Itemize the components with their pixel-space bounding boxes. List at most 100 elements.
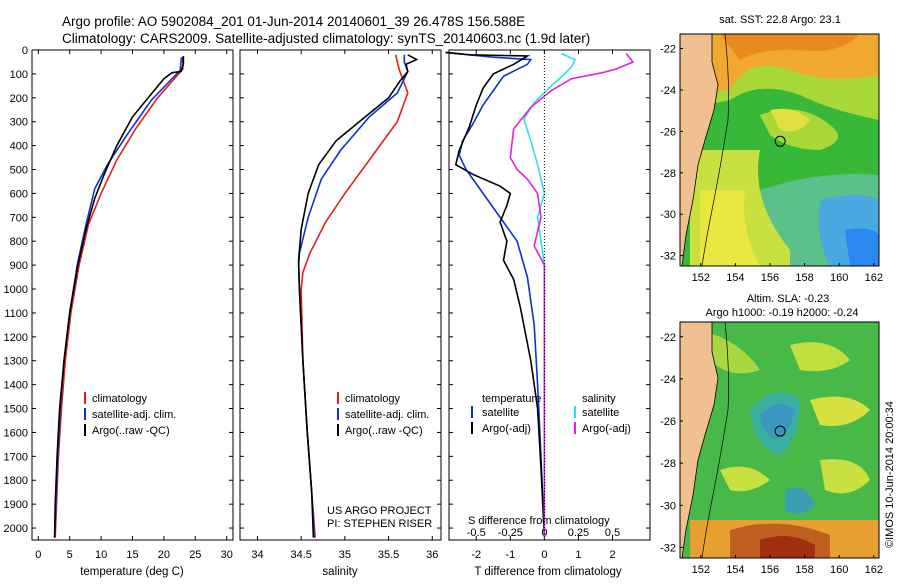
series-line-temperature-satellite: [445, 51, 546, 538]
map-x-tick-label: 154: [726, 564, 744, 576]
x-tick-label: -2: [471, 549, 481, 561]
y-tick-label: 2000: [4, 523, 28, 535]
x-tick-label: 30: [221, 549, 233, 561]
y-tick-label: 1900: [4, 499, 28, 511]
y-tick-label: 400: [10, 141, 28, 153]
y-tick-label: 0: [22, 45, 28, 57]
project-annotation: US ARGO PROJECT: [327, 505, 432, 517]
legend-argo: Argo(..raw -QC): [345, 425, 423, 437]
map-y-tick-label: -22: [660, 44, 676, 56]
map-y-tick-label: -28: [660, 168, 676, 180]
map-x-tick-label: 160: [830, 272, 848, 284]
series-line-salinity-satellite: [523, 52, 577, 538]
map-y-tick-label: -32: [660, 251, 676, 263]
difference-lines: [445, 51, 635, 538]
x-tick-label: 36: [426, 549, 438, 561]
map-x-tick-label: 156: [761, 564, 779, 576]
salinity-axes: 34 34.5 35 35.5 36: [240, 49, 441, 561]
header-line-1: Argo profile: AO 5902084_201 01-Jun-2014…: [62, 14, 525, 29]
y-tick-label: 1000: [4, 284, 28, 296]
pi-annotation: PI: STEPHEN RISER: [327, 518, 432, 530]
legend-climatology: climatology: [345, 393, 401, 405]
s-difference-label: S difference from climatology: [468, 515, 610, 527]
legend-temp-satellite: satellite: [482, 407, 519, 419]
legend-climatology: climatology: [92, 393, 148, 405]
temperature-xlabel: temperature (deg C): [80, 566, 184, 578]
map-x-tick-label: 158: [795, 564, 813, 576]
sla-map: Altim. SLA: -0.23 Argo h1000: -0.19 h200…: [660, 293, 883, 576]
map-y-tick-label: -32: [660, 542, 676, 554]
x-tick-label: 15: [126, 549, 138, 561]
series-line-salinity-argo-adj-: [509, 53, 635, 538]
x-tick-label: 1: [575, 549, 581, 561]
series-line-temperature-argo-adj-: [445, 51, 546, 538]
legend-sal-argo: Argo(-adj): [582, 423, 631, 435]
argo-position-marker: [774, 135, 786, 147]
legend-argo: Argo(..raw -QC): [92, 425, 170, 437]
map-x-tick-label: 152: [692, 272, 710, 284]
header-line-2: Climatology: CARS2009. Satellite-adjuste…: [62, 31, 590, 46]
temperature-lines: [53, 56, 185, 538]
s-tick-label: -0.25: [498, 527, 523, 539]
x-tick-label: 0: [541, 549, 547, 561]
x-tick-label: 34: [251, 549, 263, 561]
x-tick-label: 34.5: [290, 549, 311, 561]
y-tick-label: 1100: [4, 308, 28, 320]
difference-xlabel: T difference from climatology: [474, 566, 621, 578]
map-x-tick-label: 156: [761, 272, 779, 284]
y-tick-label: 600: [10, 188, 28, 200]
sla-map-subtitle: Argo h1000: -0.19 h2000: -0.24: [706, 307, 859, 319]
sst-map-title: sat. SST: 22.8 Argo: 23.1: [719, 14, 841, 26]
y-tick-label: 100: [10, 69, 28, 81]
x-tick-label: 10: [95, 549, 107, 561]
series-line-argo-raw-qc-: [297, 54, 419, 538]
imos-credit: ©IMOS 10-Jun-2014 20:00:34: [884, 401, 896, 548]
map-x-tick-label: 154: [726, 272, 744, 284]
map-y-tick-label: -26: [660, 126, 676, 138]
x-tick-label: 20: [158, 549, 170, 561]
map-y-tick-label: -30: [660, 500, 676, 512]
map-x-tick-label: 162: [865, 564, 883, 576]
legend-satellite: satellite-adj. clim.: [92, 409, 176, 421]
x-tick-label: 0: [35, 549, 41, 561]
y-tick-label: 1200: [4, 332, 28, 344]
difference-legend: temperature salinity satellite Argo(-adj…: [468, 393, 631, 527]
map-y-tick-label: -22: [660, 332, 676, 344]
y-tick-label: 1300: [4, 356, 28, 368]
y-tick-label: 300: [10, 117, 28, 129]
map-y-tick-label: -26: [660, 416, 676, 428]
x-tick-label: 35: [339, 549, 351, 561]
salinity-xlabel: salinity: [322, 566, 357, 578]
y-tick-label: 500: [10, 165, 28, 177]
map-x-tick-label: 152: [692, 564, 710, 576]
temperature-legend: climatology satellite-adj. clim. Argo(..…: [84, 392, 176, 437]
temperature-axes: 0 5 10 15 20 25 300100200300400500600700800900…: [4, 45, 233, 561]
salinity-legend: climatology satellite-adj. clim. Argo(..…: [327, 392, 432, 530]
s-tick-label: -0.5: [467, 527, 486, 539]
y-tick-label: 1800: [4, 475, 28, 487]
map-x-tick-label: 160: [830, 564, 848, 576]
x-tick-label: 5: [67, 549, 73, 561]
y-tick-label: 1700: [4, 451, 28, 463]
map-x-tick-label: 162: [865, 272, 883, 284]
legend-title-temperature: temperature: [482, 393, 541, 405]
temperature-panel-frame: [31, 49, 234, 541]
map-y-tick-label: -24: [660, 374, 676, 386]
x-tick-label: 25: [189, 549, 201, 561]
map-x-tick-label: 158: [795, 272, 813, 284]
y-tick-label: 1400: [4, 380, 28, 392]
legend-satellite: satellite-adj. clim.: [345, 409, 429, 421]
s-tick-label: 0.5: [605, 527, 620, 539]
difference-panel-frame: [448, 49, 651, 541]
x-tick-label: 2: [609, 549, 615, 561]
legend-temp-argo: Argo(-adj): [482, 423, 531, 435]
salinity-panel-frame: [239, 49, 442, 541]
sla-map-title: Altim. SLA: -0.23: [747, 293, 830, 305]
map-y-tick-label: -24: [660, 85, 676, 97]
y-tick-label: 900: [10, 260, 28, 272]
series-line-argo-raw-qc-: [53, 56, 185, 538]
y-tick-label: 800: [10, 236, 28, 248]
y-tick-label: 200: [10, 93, 28, 105]
